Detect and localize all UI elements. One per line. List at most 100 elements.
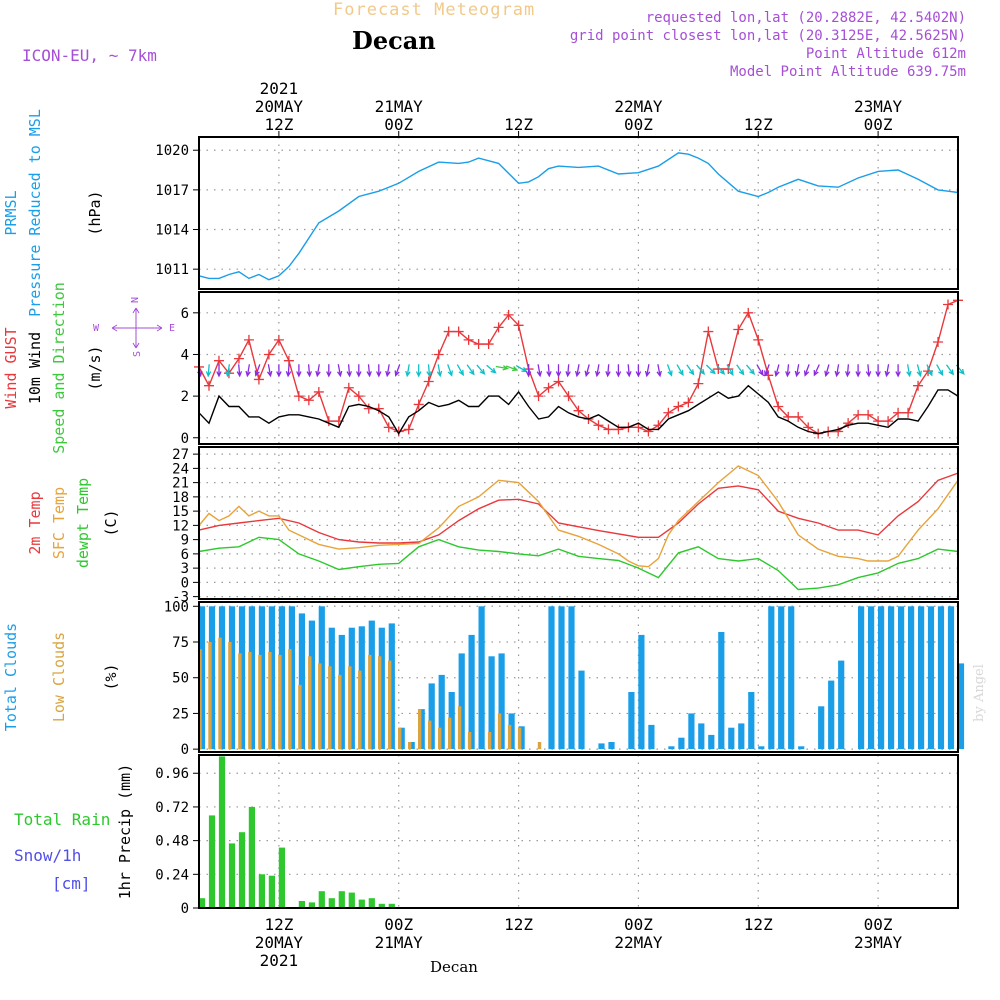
bottom-time-label: 20MAY xyxy=(255,933,304,952)
clouds-ylabel: Total Clouds xyxy=(2,623,20,731)
top-time-label: 21MAY xyxy=(375,97,424,116)
wind-gust-marker xyxy=(283,355,294,366)
clouds-frame xyxy=(198,601,959,753)
precip-panel: 0 0.24 0.48 0.72 0.96 1hr Precip (mm) xyxy=(116,754,959,917)
wind-arrow xyxy=(245,364,251,378)
wind-gust-marker xyxy=(643,426,654,437)
precip-ytick-label: 0 xyxy=(181,901,189,917)
top-time-label: 22MAY xyxy=(614,97,663,116)
10m-wind-line xyxy=(198,384,959,435)
wind-arrow xyxy=(266,364,273,378)
low-clouds-bar xyxy=(467,732,472,750)
total-clouds-bar xyxy=(738,723,745,750)
total-clouds-bar xyxy=(288,606,295,750)
temperature-ylabel: (C) xyxy=(102,509,120,536)
total-clouds-bar xyxy=(878,606,885,750)
requested-coords: requested lon,lat (20.2882E, 42.5402N) xyxy=(645,10,966,26)
compass-west: W xyxy=(93,323,100,334)
total-rain-bar xyxy=(388,903,395,908)
wind-arrow xyxy=(205,364,212,378)
total-clouds-bar xyxy=(328,627,335,750)
total-clouds-bar xyxy=(498,653,505,750)
wind-gust-marker xyxy=(773,401,784,412)
wind-gust-marker xyxy=(683,397,694,408)
total-clouds-bar xyxy=(888,606,895,750)
low-clouds-bar xyxy=(388,660,392,750)
clouds-ytick-label: 25 xyxy=(172,706,189,722)
total-clouds-bar xyxy=(388,623,395,750)
temperature-ytick-label: 27 xyxy=(172,447,189,463)
total-clouds-bar xyxy=(788,606,795,750)
temperature-ytick-label: 12 xyxy=(172,518,189,534)
total-clouds-bar xyxy=(208,606,216,750)
wind-gust-marker xyxy=(243,334,254,345)
compass-north: N xyxy=(130,297,141,303)
total-clouds-bar xyxy=(798,746,805,750)
total-clouds-bar xyxy=(518,726,525,750)
clouds-panel: 0 25 50 75 100 Total Clouds Low Clouds (%) xyxy=(2,599,965,758)
total-clouds-bar xyxy=(308,620,315,750)
clouds-ylabel: Low Clouds xyxy=(50,632,68,722)
wind-arrow xyxy=(705,364,716,375)
wind-gust-marker xyxy=(463,334,474,345)
total-clouds-bar xyxy=(828,680,835,750)
total-clouds-bar xyxy=(758,746,765,750)
wind-arrow xyxy=(803,364,810,377)
wind-arrow xyxy=(746,364,756,376)
wind-arrow xyxy=(895,364,901,378)
wind-gust-marker xyxy=(313,386,324,397)
wind-arrow xyxy=(736,364,745,376)
total-clouds-bar xyxy=(957,663,965,750)
total-rain-bar xyxy=(278,847,285,908)
pressure-ylabel: (hPa) xyxy=(86,190,104,235)
total-clouds-bar xyxy=(927,606,935,750)
total-clouds-bar xyxy=(468,634,475,750)
precip-ylabel: 1hr Precip (mm) xyxy=(116,764,134,899)
bottom-time-label: 00Z xyxy=(864,915,893,934)
wind-arrow xyxy=(813,364,820,377)
prmsl-line xyxy=(198,152,959,281)
total-clouds-bar xyxy=(488,656,495,750)
total-clouds-bar xyxy=(628,692,635,750)
wind-arrow xyxy=(635,364,642,378)
pressure-ylabel: Pressure Reduced to MSL xyxy=(26,109,44,317)
footer-location: Decan xyxy=(430,958,478,976)
wind-arrow xyxy=(456,364,464,377)
total-rain-bar xyxy=(248,806,255,908)
pressure-frame xyxy=(198,136,959,290)
wind-frame xyxy=(198,291,959,445)
total-rain-bar xyxy=(208,815,216,908)
total-clouds-bar xyxy=(638,634,645,750)
wind-arrow xyxy=(495,365,509,371)
total-rain-bar xyxy=(378,903,385,908)
wind-gust-marker xyxy=(613,424,624,435)
temperature-ylabel: 2m Temp xyxy=(26,491,44,554)
wind-arrow xyxy=(466,364,475,376)
total-clouds-bar xyxy=(508,713,515,750)
total-clouds-bar xyxy=(218,606,226,750)
low-clouds-bar xyxy=(507,724,512,750)
low-clouds-bar xyxy=(288,649,292,750)
wind-arrow xyxy=(926,364,933,377)
low-clouds-bar xyxy=(457,706,462,750)
total-rain-bar xyxy=(218,756,226,908)
wind-arrow xyxy=(884,364,891,378)
total-clouds-bar xyxy=(778,606,785,750)
total-rain-bar xyxy=(328,898,335,908)
wind-arrow xyxy=(385,364,391,378)
wind-arrow xyxy=(394,364,401,377)
total-rain-bar xyxy=(358,899,365,908)
2m-temp-line xyxy=(198,472,959,544)
wind-arrow xyxy=(216,364,222,378)
total-rain-bar xyxy=(338,891,345,908)
wind-gust-marker xyxy=(873,416,884,427)
wind-gust-marker xyxy=(303,395,314,406)
total-clouds-bar xyxy=(408,742,415,750)
total-clouds-bar xyxy=(688,713,695,750)
top-time-label: 23MAY xyxy=(854,97,903,116)
temperature-ytick-label: 9 xyxy=(181,533,189,549)
wind-gust-marker xyxy=(403,424,414,435)
pressure-ytick-label: 1020 xyxy=(155,143,189,159)
total-clouds-bar xyxy=(428,683,435,750)
bottom-time-label: 21MAY xyxy=(375,933,424,952)
